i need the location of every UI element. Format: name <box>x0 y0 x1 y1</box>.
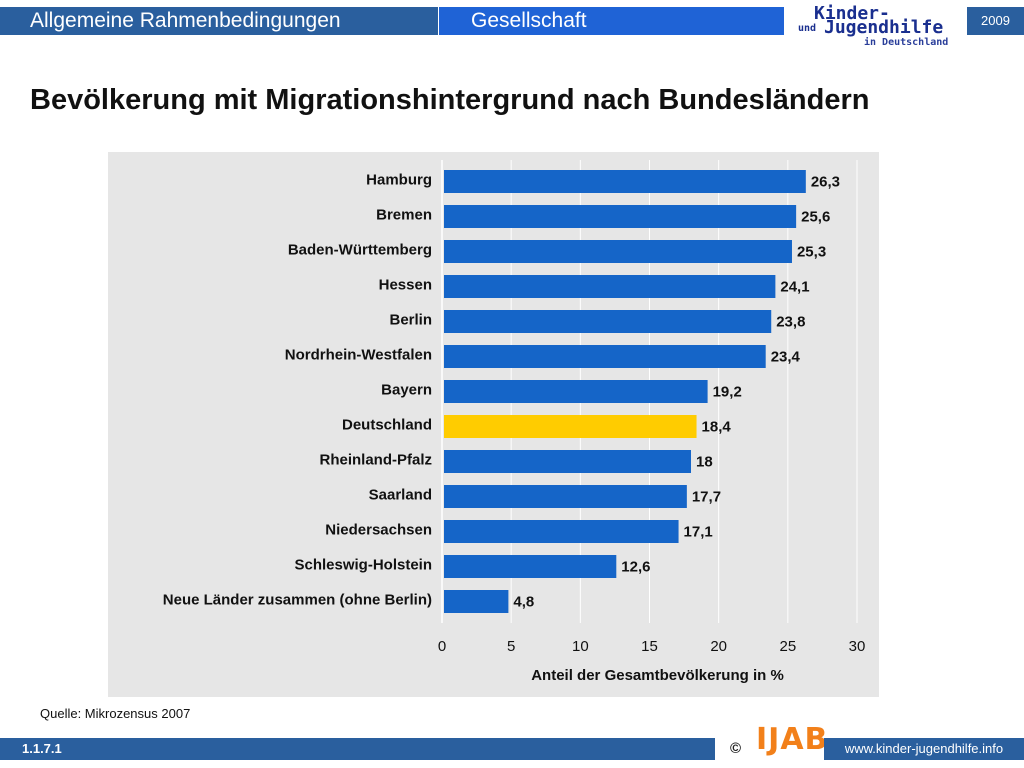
tab-gesellschaft[interactable]: Gesellschaft <box>438 7 784 35</box>
bar <box>444 240 792 263</box>
slide-number: 1.1.7.1 <box>0 738 715 760</box>
category-label: Deutschland <box>342 416 432 433</box>
category-label: Schleswig-Holstein <box>294 556 432 573</box>
tab-allgemeine-rahmenbedingungen[interactable]: Allgemeine Rahmenbedingungen <box>0 7 438 35</box>
value-label: 18,4 <box>702 418 732 435</box>
logo-line1: Kinder- <box>814 3 890 24</box>
bar <box>444 415 697 438</box>
bar <box>444 275 776 298</box>
bar <box>444 450 691 473</box>
x-tick-label: 30 <box>849 638 866 655</box>
x-tick-label: 20 <box>710 638 727 655</box>
bar-chart: Hamburg 26,3 Bremen 25,6 Baden-Württemberg 25… <box>163 160 866 684</box>
category-label: Hessen <box>379 276 432 293</box>
x-tick-label: 10 <box>572 638 589 655</box>
category-label: Niedersachsen <box>325 521 432 538</box>
year-badge: 2009 <box>967 7 1024 35</box>
source-note: Quelle: Mikrozensus 2007 <box>40 706 191 721</box>
value-label: 24,1 <box>780 278 809 295</box>
value-label: 25,3 <box>797 243 826 260</box>
value-label: 26,3 <box>811 173 840 190</box>
logo-line2: Jugendhilfe <box>824 17 944 38</box>
chart-panel: Hamburg 26,3 Bremen 25,6 Baden-Württemberg 25… <box>108 152 879 697</box>
footer-bar: 1.1.7.1 © IJAB www.kinder-jugendhilfe.in… <box>0 722 1024 760</box>
website-link[interactable]: www.kinder-jugendhilfe.info <box>824 738 1024 760</box>
ijab-logo: IJAB <box>756 722 829 757</box>
bar <box>444 485 687 508</box>
x-tick-label: 25 <box>779 638 796 655</box>
copyright-symbol: © <box>730 740 742 757</box>
bar <box>444 345 766 368</box>
category-label: Hamburg <box>366 171 432 188</box>
bar <box>444 205 797 228</box>
bar <box>444 555 617 578</box>
logo-line3: in Deutschland <box>864 37 949 48</box>
x-tick-label: 15 <box>641 638 658 655</box>
value-label: 17,7 <box>692 488 721 505</box>
value-label: 17,1 <box>684 523 713 540</box>
category-label: Berlin <box>389 311 432 328</box>
value-label: 12,6 <box>621 558 650 575</box>
page-title: Bevölkerung mit Migrationshintergrund na… <box>30 84 870 116</box>
value-label: 23,4 <box>771 348 801 365</box>
header-bar: Allgemeine Rahmenbedingungen Gesellschaf… <box>0 3 1024 48</box>
x-axis-label: Anteil der Gesamtbevölkerung in % <box>531 667 784 684</box>
value-label: 4,8 <box>513 593 534 610</box>
bar <box>444 520 679 543</box>
bar <box>444 170 806 193</box>
x-tick-label: 0 <box>438 638 446 655</box>
bar <box>444 310 772 333</box>
value-label: 19,2 <box>713 383 742 400</box>
value-label: 18 <box>696 453 713 470</box>
bar <box>444 590 509 613</box>
category-label: Neue Länder zusammen (ohne Berlin) <box>163 591 432 608</box>
category-label: Nordrhein-Westfalen <box>285 346 432 363</box>
category-label: Rheinland-Pfalz <box>319 451 432 468</box>
kinder-jugendhilfe-logo: Kinder- und Jugendhilfe in Deutschland <box>798 3 958 48</box>
bar <box>444 380 708 403</box>
x-tick-label: 5 <box>507 638 515 655</box>
category-label: Baden-Württemberg <box>288 241 432 258</box>
category-label: Bremen <box>376 206 432 223</box>
category-label: Saarland <box>369 486 432 503</box>
value-label: 23,8 <box>776 313 805 330</box>
logo-und: und <box>798 23 817 34</box>
category-label: Bayern <box>381 381 432 398</box>
value-label: 25,6 <box>801 208 830 225</box>
